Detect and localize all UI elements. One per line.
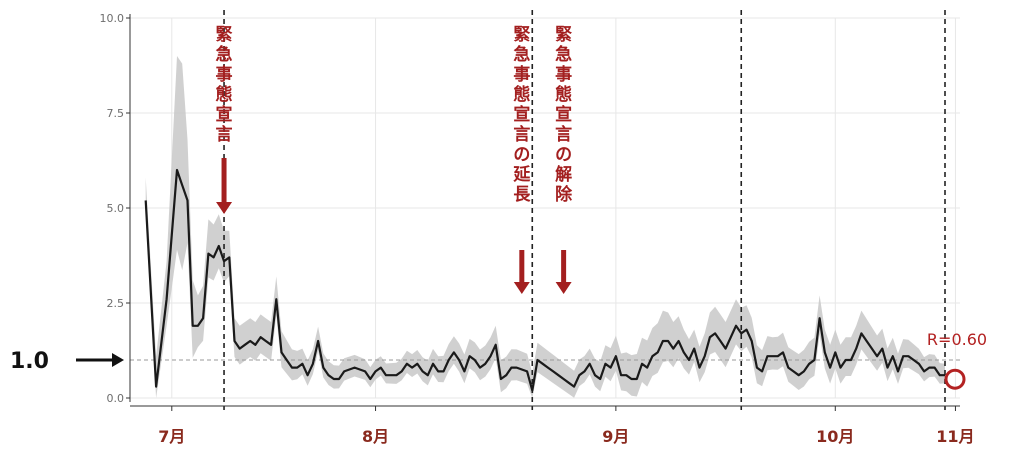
y-tick-label: 5.0 xyxy=(107,202,125,215)
series-line-layer xyxy=(144,168,945,392)
annotation-char: 緊 xyxy=(555,25,572,45)
confidence-band xyxy=(145,56,945,398)
reference-label: 1.0 xyxy=(10,349,49,374)
annotation-char: 長 xyxy=(513,185,531,205)
annotation-char: 緊 xyxy=(216,25,233,45)
x-tick-label: 10月 xyxy=(816,427,854,446)
y-tick-label: 7.5 xyxy=(107,107,125,120)
annotation-char: 言 xyxy=(513,124,530,145)
reference-arrow-head xyxy=(112,353,124,367)
series-line xyxy=(144,168,945,392)
annotation-char: 宣 xyxy=(216,104,233,125)
annotation-char: の xyxy=(555,145,572,165)
x-tick-label: 11月 xyxy=(936,427,974,446)
annotation-arrow-head xyxy=(555,282,572,294)
annotation-char: 態 xyxy=(513,84,530,105)
annotation-char: 宣 xyxy=(555,104,572,125)
annotation-char: 態 xyxy=(216,84,233,105)
annotation-char: の xyxy=(513,145,530,165)
confidence-band-layer xyxy=(145,56,945,398)
y-tick-label: 0.0 xyxy=(107,392,125,405)
x-tick-label: 7月 xyxy=(158,427,185,446)
annotation-char: 事 xyxy=(555,65,572,85)
annotation-char: 除 xyxy=(555,184,573,205)
r-value-label: R=0.60 xyxy=(927,330,987,349)
annotation-char: 宣 xyxy=(513,104,530,125)
y-tick-label: 2.5 xyxy=(107,297,125,310)
annotation-char: 急 xyxy=(216,44,233,65)
annotation-arrow-head xyxy=(216,202,233,214)
annotation-char: 言 xyxy=(216,124,233,145)
annotation-char: 事 xyxy=(513,65,530,85)
annotation-char: 解 xyxy=(555,164,572,185)
end-marker-layer: R=0.60 xyxy=(927,330,987,390)
annotation-char: 急 xyxy=(555,44,572,65)
x-tick-label: 9月 xyxy=(602,427,629,446)
annotation-arrow-head xyxy=(513,282,530,294)
annotation-char: 態 xyxy=(555,84,572,105)
annotation-char: 延 xyxy=(512,164,531,185)
end-marker xyxy=(944,368,966,390)
annotation-char: 事 xyxy=(216,65,233,85)
annotation-char: 緊 xyxy=(513,25,530,45)
y-tick-label: 10.0 xyxy=(100,12,125,25)
x-tick-label: 8月 xyxy=(362,427,389,446)
annotation-char: 急 xyxy=(513,44,530,65)
event-lines xyxy=(223,10,946,410)
axes: 0.0 2.5 5.0 7.5 10.0 7月 8月 9月 10月 11月 1.0 xyxy=(10,12,975,446)
annotation-char: 言 xyxy=(555,124,572,145)
